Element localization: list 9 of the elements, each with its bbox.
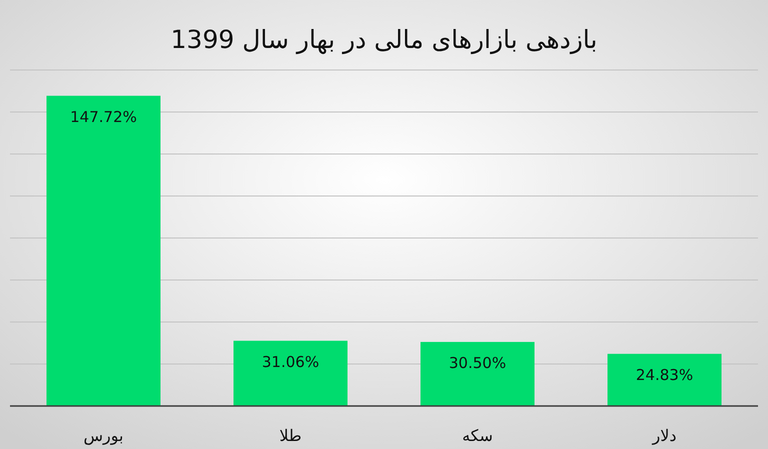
data-label: 147.72% (70, 108, 137, 126)
data-label: 24.83% (636, 366, 694, 384)
data-label: 30.50% (448, 354, 506, 372)
x-tick-label: طلا (279, 426, 302, 445)
chart-title: بازدهی بازارهای مالی در بهار سال 1399 (170, 25, 598, 55)
data-label: 31.06% (262, 352, 320, 371)
x-tick-label: بورس (84, 426, 124, 445)
x-tick-label: دلار (652, 426, 676, 445)
x-tick-label: سکه (462, 426, 493, 445)
